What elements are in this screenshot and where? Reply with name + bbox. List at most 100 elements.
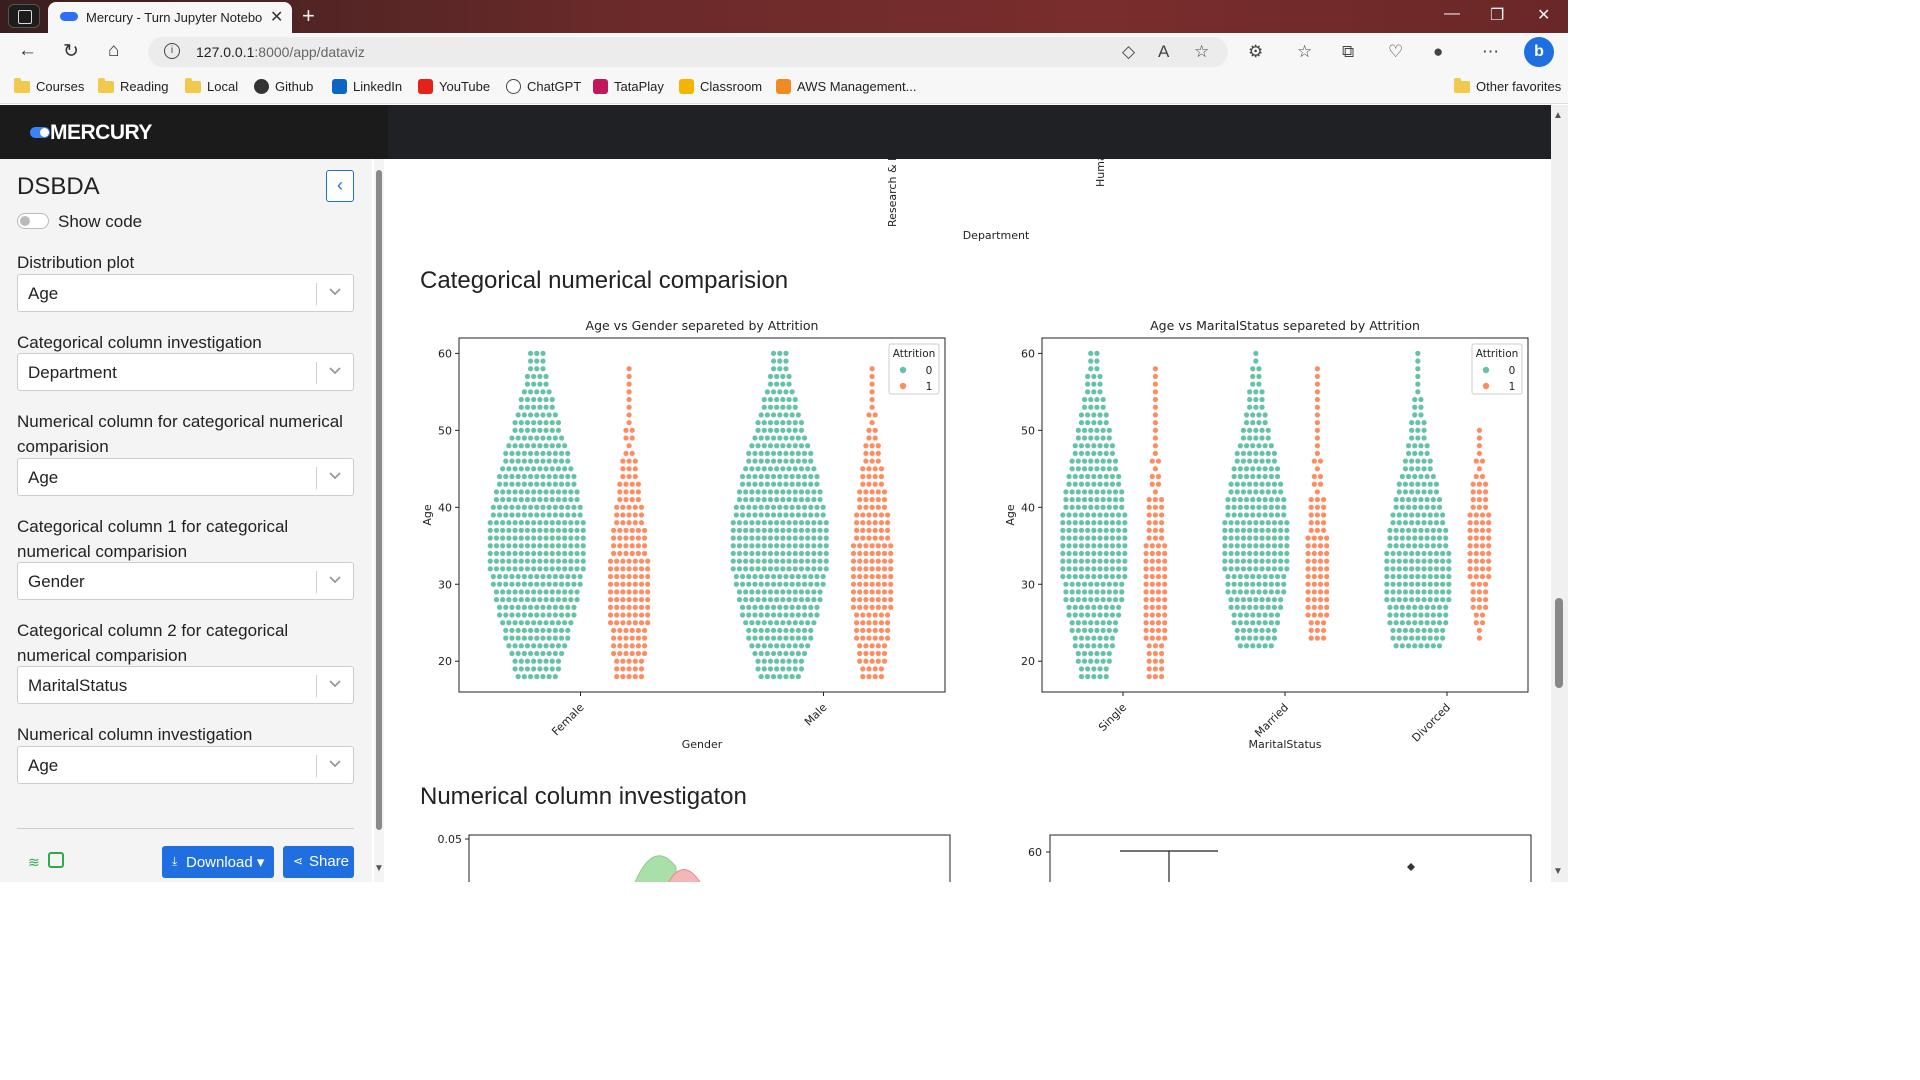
swarm-point	[789, 627, 796, 634]
swarm-point	[1100, 627, 1107, 634]
select-categorical-column[interactable]: Department	[17, 353, 354, 391]
bookmark-chatgpt[interactable]: ChatGPT	[506, 79, 581, 94]
select-numerical-for-cat[interactable]: Age	[17, 458, 354, 496]
swarm-point	[1149, 581, 1156, 588]
back-icon[interactable]: ←	[18, 40, 37, 61]
tab-actions-icon[interactable]	[8, 4, 40, 28]
swarm-point	[527, 604, 534, 611]
bing-copilot-icon[interactable]: b	[1524, 37, 1554, 67]
bookmark-other-favorites[interactable]: Other favorites	[1454, 77, 1561, 94]
swarm-point	[1259, 458, 1266, 465]
bookmark-youtube[interactable]: YouTube	[418, 79, 490, 94]
show-code-toggle[interactable]	[17, 213, 49, 229]
swarm-point	[626, 673, 633, 680]
favorites-icon[interactable]: ☆	[1297, 42, 1313, 61]
sidebar-scroll-thumb[interactable]	[376, 170, 382, 830]
swarm-point	[564, 627, 571, 634]
share-button[interactable]: ⋖ Share	[283, 846, 354, 878]
page-scroll-down-icon[interactable]: ▼	[1553, 866, 1563, 877]
add-favorite-icon[interactable]: ☆	[1194, 42, 1210, 61]
bookmark-courses[interactable]: Courses	[14, 77, 84, 94]
maximize-icon[interactable]: ❐	[1490, 7, 1505, 24]
swarm-point	[626, 619, 633, 626]
close-tab-icon[interactable]: ✕	[270, 9, 284, 26]
swarm-point	[616, 542, 623, 549]
swarm-point	[869, 458, 876, 465]
refresh-icon[interactable]: ↻	[63, 41, 79, 62]
sidebar-scroll-down-icon[interactable]: ▼	[374, 863, 384, 874]
site-info-icon[interactable]: i	[164, 43, 180, 59]
swarm-point	[1262, 573, 1269, 580]
swarm-point	[1408, 519, 1415, 526]
new-tab-icon[interactable]: +	[302, 3, 315, 28]
bookmark-local[interactable]: Local	[185, 77, 238, 94]
home-icon[interactable]: ⌂	[108, 40, 120, 61]
page-scrollbar[interactable]	[1551, 105, 1568, 882]
swarm-point	[742, 542, 749, 549]
bookmark-reading[interactable]: Reading	[98, 77, 168, 94]
bookmark-aws[interactable]: AWS Management...	[776, 79, 916, 94]
swarm-point	[1308, 619, 1315, 626]
swarm-point	[1317, 535, 1324, 542]
select-categorical-column-2[interactable]: MaritalStatus	[17, 666, 354, 704]
swarm-point	[533, 450, 540, 457]
read-aloud-icon[interactable]: A	[1158, 42, 1170, 61]
swarm-point	[555, 488, 562, 495]
download-button[interactable]: ⤓ Download ▾	[162, 846, 274, 878]
swarm-point	[776, 635, 783, 642]
swarm-point	[546, 511, 553, 518]
collections-icon[interactable]: ⧉	[1342, 42, 1355, 61]
select-numerical-investigation[interactable]: Age	[17, 746, 354, 784]
swarm-point	[1078, 419, 1085, 426]
swarm-point	[1228, 527, 1235, 534]
profile-icon[interactable]: ●	[1433, 42, 1444, 61]
url-field[interactable]: i 127.0.0.1:8000/app/dataviz ◇ A ☆	[148, 37, 1228, 67]
swarm-point	[629, 542, 636, 549]
swarm-point	[761, 396, 768, 403]
swarm-point	[1393, 612, 1400, 619]
extensions-icon[interactable]: ⚙	[1248, 42, 1264, 61]
swarm-point	[1255, 511, 1262, 518]
tag-icon[interactable]: ◇	[1122, 42, 1136, 61]
health-icon[interactable]: ♡	[1388, 42, 1404, 61]
collapse-sidebar-button[interactable]: ‹	[326, 170, 354, 202]
swarm-point	[1252, 488, 1259, 495]
bookmark-github[interactable]: Github	[254, 79, 313, 94]
swarm-point	[524, 565, 531, 572]
swarm-point	[1249, 581, 1256, 588]
swarm-point	[776, 358, 783, 365]
swarm-point	[616, 627, 623, 634]
swarm-point	[801, 458, 808, 465]
swarm-point	[521, 481, 528, 488]
select-categorical-column-1[interactable]: Gender	[17, 562, 354, 600]
swarm-point	[561, 558, 568, 565]
bookmark-linkedin[interactable]: LinkedIn	[332, 79, 402, 94]
swarm-point	[742, 527, 749, 534]
swarm-point	[748, 550, 755, 557]
swarm-point	[770, 581, 777, 588]
more-icon[interactable]: ⋯	[1482, 42, 1499, 61]
select-distribution-plot[interactable]: Age	[17, 274, 354, 312]
bookmark-classroom[interactable]: Classroom	[679, 79, 762, 94]
swarm-point	[1467, 565, 1474, 572]
swarm-point	[580, 565, 587, 572]
swarm-point	[518, 542, 525, 549]
bookmark-tataplay[interactable]: TataPlay	[593, 79, 664, 94]
swarm-point	[1075, 588, 1082, 595]
prev-tick-label-2: Huma	[1094, 159, 1107, 187]
swarm-point	[536, 527, 543, 534]
swarm-point	[872, 635, 879, 642]
minimize-icon[interactable]: —	[1444, 5, 1460, 22]
swarm-point	[1482, 481, 1489, 488]
swarm-point	[1411, 442, 1418, 449]
close-window-icon[interactable]: ✕	[1537, 7, 1551, 24]
swarm-point	[610, 550, 617, 557]
swarm-point	[626, 604, 633, 611]
browser-tab-active[interactable]: Mercury - Turn Jupyter Noteboo ✕	[48, 2, 292, 33]
page-scroll-thumb[interactable]	[1555, 598, 1563, 688]
page-scroll-up-icon[interactable]: ▲	[1553, 110, 1563, 121]
swarm-point	[1097, 558, 1104, 565]
swarm-point	[755, 565, 762, 572]
swarm-point	[751, 604, 758, 611]
swarm-point	[1433, 573, 1440, 580]
